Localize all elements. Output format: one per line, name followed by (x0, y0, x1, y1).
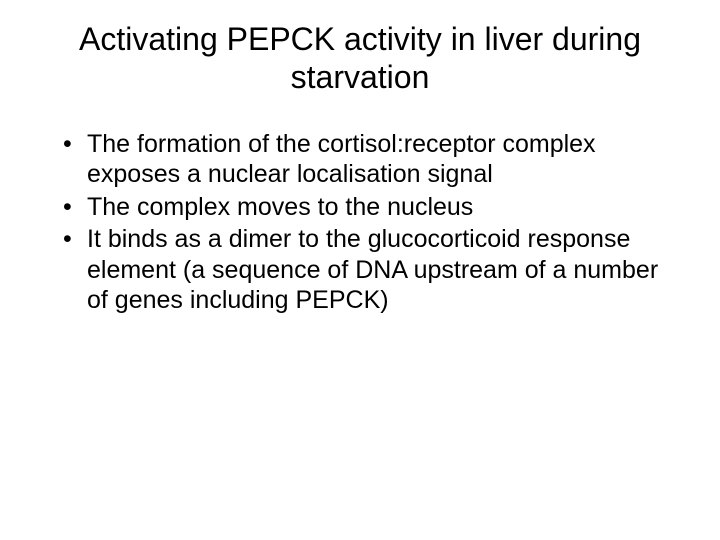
bullet-list: The formation of the cortisol:receptor c… (45, 129, 675, 316)
bullet-item: The formation of the cortisol:receptor c… (63, 129, 675, 190)
bullet-item: It binds as a dimer to the glucocorticoi… (63, 224, 675, 316)
slide-container: Activating PEPCK activity in liver durin… (0, 0, 720, 540)
bullet-item: The complex moves to the nucleus (63, 192, 675, 223)
slide-title: Activating PEPCK activity in liver durin… (45, 20, 675, 97)
